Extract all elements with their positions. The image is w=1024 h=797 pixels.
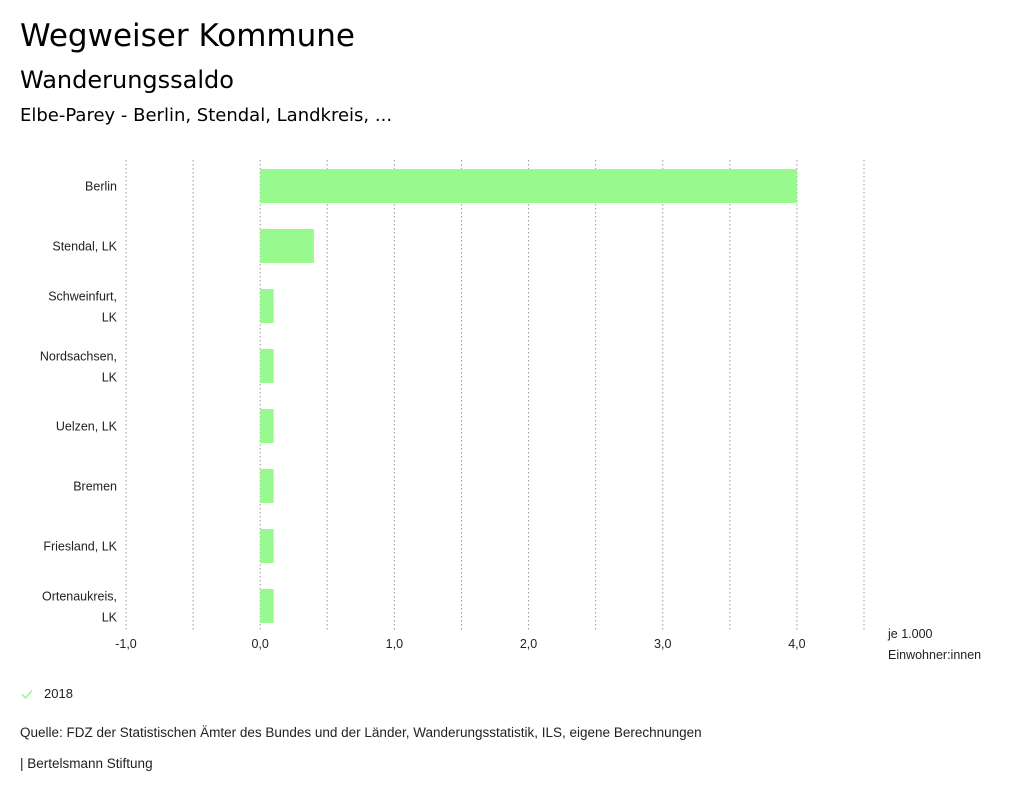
chart-title: Wegweiser Kommune <box>20 18 355 54</box>
bar-5[interactable] <box>260 469 274 503</box>
category-label-5: Bremen <box>73 480 117 494</box>
x-tick-label-3: 2,0 <box>520 637 537 651</box>
bar-7[interactable] <box>260 589 274 623</box>
legend-label-2018: 2018 <box>44 686 73 701</box>
category-label-7: Ortenaukreis, LK <box>42 590 118 625</box>
unit-label: je 1.000 Einwohner:innen <box>887 627 981 662</box>
unit-label-line-1: Einwohner:innen <box>888 648 981 662</box>
category-label-0: Berlin <box>85 180 117 194</box>
category-label-1: Stendal, LK <box>52 240 117 254</box>
category-label-3: Nordsachsen, LK <box>40 350 118 385</box>
x-tick-label-5: 4,0 <box>788 637 805 651</box>
region-label: Elbe-Parey - Berlin, Stendal, Landkreis,… <box>20 105 393 126</box>
bar-4[interactable] <box>260 409 274 443</box>
category-label-2: Schweinfurt, LK <box>48 290 117 325</box>
bar-2[interactable] <box>260 289 274 323</box>
legend[interactable]: 2018 <box>20 686 73 701</box>
bar-3[interactable] <box>260 349 274 383</box>
unit-label-line-0: je 1.000 <box>887 627 933 641</box>
bar-0[interactable] <box>260 169 797 203</box>
x-tick-label-0: -1,0 <box>115 637 137 651</box>
category-label-6: Friesland, LK <box>43 540 117 554</box>
category-labels: Berlin Stendal, LK Schweinfurt, LK Nordsachs… <box>40 180 118 625</box>
source-note: Quelle: FDZ der Statistischen Ämter des … <box>20 725 702 740</box>
chart-subtitle: Wanderungssaldo <box>20 66 234 94</box>
bar-chart: Berlin Stendal, LK Schweinfurt, LK Nordsachs… <box>40 160 981 662</box>
x-tick-label-2: 1,0 <box>386 637 403 651</box>
x-tick-labels: -1,0 0,0 1,0 2,0 3,0 4,0 <box>115 637 805 651</box>
bar-6[interactable] <box>260 529 274 563</box>
category-label-4: Uelzen, LK <box>56 420 118 434</box>
bar-1[interactable] <box>260 229 314 263</box>
check-icon <box>21 689 33 699</box>
x-tick-label-1: 0,0 <box>251 637 268 651</box>
credit-note: | Bertelsmann Stiftung <box>20 756 153 771</box>
gridlines <box>125 160 865 632</box>
bars <box>260 169 797 623</box>
x-tick-label-4: 3,0 <box>654 637 671 651</box>
